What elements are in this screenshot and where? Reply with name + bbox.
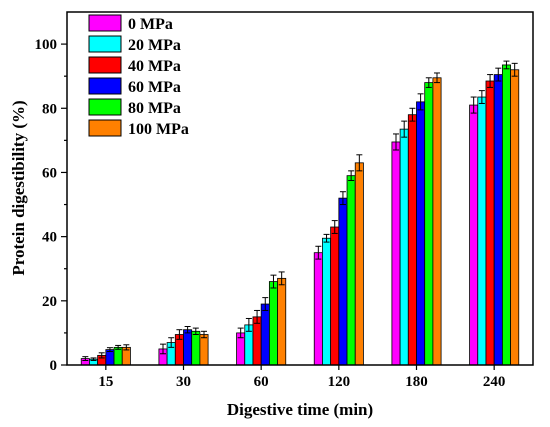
bar <box>260 303 270 366</box>
axes: 15 30 60 120 180 240 0 20 40 60 80 100 <box>35 37 506 390</box>
bar <box>477 96 487 366</box>
x-tick-label: 60 <box>254 374 269 390</box>
bar <box>424 82 434 366</box>
bar <box>113 346 123 366</box>
legend-swatch <box>88 119 122 137</box>
bar <box>191 330 201 366</box>
bar <box>493 74 503 366</box>
legend: 0 MPa 20 MPa 40 MPa 60 MPa 80 MPa 100 MPa <box>88 14 189 138</box>
legend-label: 40 MPa <box>128 58 181 75</box>
chart-marks <box>80 60 520 366</box>
x-axis-label: Digestive time (min) <box>227 400 373 419</box>
y-tick-label: 20 <box>42 294 57 310</box>
y-tick-label: 0 <box>50 358 58 374</box>
y-tick-label: 60 <box>42 165 57 181</box>
bar <box>399 128 409 366</box>
bar <box>277 277 287 366</box>
bar <box>354 162 364 366</box>
x-tick-label: 180 <box>405 374 428 390</box>
bar <box>330 226 340 366</box>
legend-label: 20 MPa <box>128 37 181 54</box>
legend-label: 80 MPa <box>128 100 181 117</box>
bar <box>346 175 356 366</box>
bar <box>322 237 332 366</box>
plot-frame <box>66 11 534 366</box>
y-tick-label: 80 <box>42 101 57 117</box>
bar <box>485 80 495 366</box>
legend-swatch <box>88 14 122 32</box>
y-tick-label: 40 <box>42 230 57 246</box>
bar <box>183 329 193 366</box>
legend-swatch <box>88 35 122 53</box>
x-tick-label: 240 <box>483 374 506 390</box>
legend-label: 100 MPa <box>128 121 189 138</box>
bar <box>313 252 323 366</box>
bar <box>510 69 520 366</box>
legend-label: 0 MPa <box>128 16 173 33</box>
x-tick-label: 15 <box>98 374 113 390</box>
legend-swatch <box>88 98 122 116</box>
y-axis-label: Protein digestibility (%) <box>9 100 28 275</box>
x-tick-label: 120 <box>328 374 351 390</box>
bar <box>432 77 442 366</box>
legend-label: 60 MPa <box>128 79 181 96</box>
bar <box>199 334 209 366</box>
bar <box>252 316 262 366</box>
x-tick-label: 30 <box>176 374 191 390</box>
y-tick-label: 100 <box>35 37 58 53</box>
bar <box>407 114 417 366</box>
bar <box>416 101 426 366</box>
legend-swatch <box>88 56 122 74</box>
bar <box>338 197 348 366</box>
bar <box>501 64 511 366</box>
bar <box>268 281 278 366</box>
legend-swatch <box>88 77 122 95</box>
bar <box>469 104 479 366</box>
bar <box>391 141 401 366</box>
